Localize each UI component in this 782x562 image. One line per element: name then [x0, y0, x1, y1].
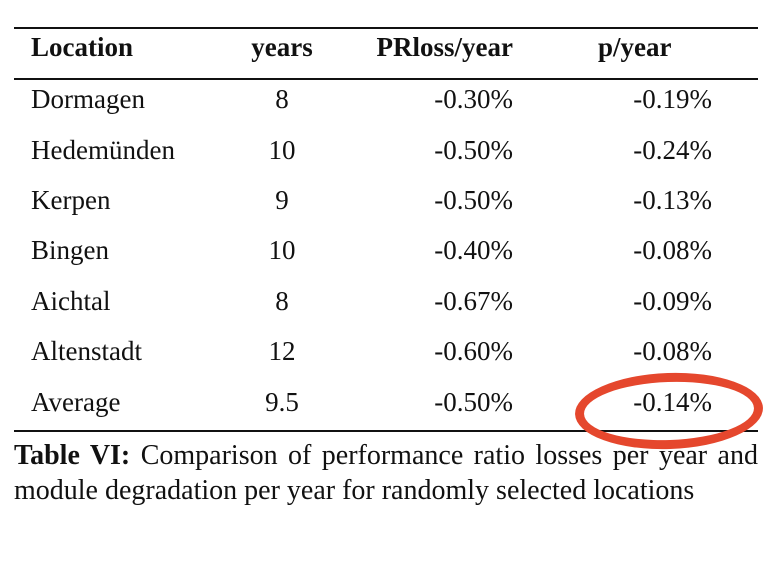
cell-years: 10: [268, 135, 296, 165]
caption-label: Table VI:: [14, 440, 131, 471]
cell-prloss: -0.50%: [434, 135, 513, 165]
cell-p: -0.19%: [633, 84, 712, 114]
cell-years: 9: [275, 185, 289, 215]
cell-p: -0.09%: [633, 286, 712, 316]
cell-prloss: -0.50%: [434, 387, 513, 417]
cell-years: 8: [275, 84, 289, 114]
cell-p: -0.08%: [633, 235, 712, 265]
cell-p: -0.13%: [633, 185, 712, 215]
cell-location: Hedemünden: [31, 135, 175, 165]
header-p: p/year: [598, 32, 672, 62]
table-bottom-rule: [14, 430, 758, 432]
table-top-rule: [14, 27, 758, 29]
cell-location: Average: [31, 387, 121, 417]
cell-location: Bingen: [31, 235, 109, 265]
caption-text: Comparison of performance ratio losses p…: [14, 440, 758, 506]
cell-p: -0.24%: [633, 135, 712, 165]
cell-p: -0.08%: [633, 336, 712, 366]
header-years: years: [251, 32, 313, 62]
cell-location: Altenstadt: [31, 336, 142, 366]
header-prloss: PRloss/year: [376, 32, 513, 62]
cell-prloss: -0.30%: [434, 84, 513, 114]
cell-p: -0.14%: [633, 387, 712, 417]
cell-years: 12: [268, 336, 296, 366]
header-location: Location: [31, 32, 134, 62]
cell-prloss: -0.40%: [434, 235, 513, 265]
cell-prloss: -0.50%: [434, 185, 513, 215]
table-header-rule: [14, 78, 758, 80]
cell-years: 9.5: [265, 387, 299, 417]
cell-prloss: -0.67%: [434, 286, 513, 316]
cell-location: Kerpen: [31, 185, 111, 215]
cell-location: Dormagen: [31, 84, 145, 114]
table-caption: Table VI: Comparison of performance rati…: [14, 439, 758, 508]
cell-prloss: -0.60%: [434, 336, 513, 366]
cell-years: 10: [268, 235, 296, 265]
cell-location: Aichtal: [31, 286, 111, 316]
cell-years: 8: [275, 286, 289, 316]
